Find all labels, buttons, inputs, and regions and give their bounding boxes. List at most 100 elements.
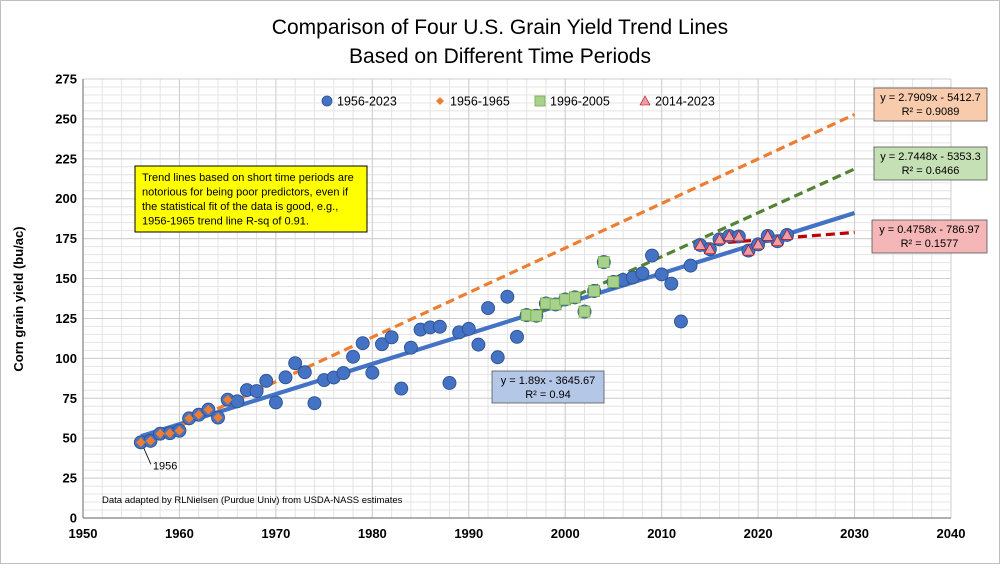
legend-label: 1956-1965 xyxy=(450,95,510,109)
y-tick-label: 275 xyxy=(55,72,77,87)
point-label-leader xyxy=(143,448,152,465)
point-1956-2023-1977 xyxy=(336,366,351,381)
point-1956-2023-1966 xyxy=(230,394,245,409)
x-tick-label: 2010 xyxy=(647,526,676,541)
note-box xyxy=(134,165,368,233)
point-1956-1965-1960 xyxy=(174,425,185,436)
note-line: Trend lines based on short time periods … xyxy=(142,172,354,184)
point-1956-2023-2009 xyxy=(645,248,659,263)
note-line: the statistical fit of the data is good,… xyxy=(142,201,338,213)
equation-text: y = 2.7448x - 5353.3 xyxy=(880,151,981,163)
data-points xyxy=(133,228,794,450)
y-tick-label: 250 xyxy=(55,111,77,126)
y-tick-label: 100 xyxy=(55,351,77,366)
trendline-1996-2005 xyxy=(525,167,856,320)
legend-item-1956-2023: 1956-2023 xyxy=(321,95,397,109)
axes xyxy=(82,79,951,519)
y-tick-label: 0 xyxy=(70,511,77,526)
y-tick-label: 75 xyxy=(63,391,77,406)
y-tick-label: 200 xyxy=(55,191,77,206)
point-1956-2023-1972 xyxy=(288,356,303,371)
note-line: 1956-1965 trend line R-sq of 0.91. xyxy=(142,216,309,228)
point-1956-1965-1965 xyxy=(222,394,233,405)
chart-title-line1: Comparison of Four U.S. Grain Yield Tren… xyxy=(272,16,728,39)
point-1956-2023-2013 xyxy=(683,258,698,273)
point-1956-2023-1993 xyxy=(490,350,505,365)
legend-label: 1956-2023 xyxy=(337,95,397,109)
point-2014-2023-2015 xyxy=(703,243,716,254)
point-2014-2023-2014 xyxy=(694,238,707,250)
point-2014-2023-2020 xyxy=(752,238,765,250)
r-squared-text: R² = 0.9089 xyxy=(902,106,960,118)
point-1956-2023-1970 xyxy=(268,395,283,410)
point-1996-2005-2001 xyxy=(568,291,581,304)
y-tick-label: 50 xyxy=(63,431,77,446)
point-2014-2023-2021 xyxy=(761,229,774,241)
equation-box-2014-2023: y = 0.4758x - 786.97 R² = 0.1577 xyxy=(871,219,988,254)
equation-box-1956-1965: y = 2.7909x - 5412.7 R² = 0.9089 xyxy=(873,87,988,122)
legend-item-1956-1965: 1956-1965 xyxy=(436,95,510,109)
point-1956-2023-1991 xyxy=(471,337,486,352)
point-1956-2023-1980 xyxy=(365,365,380,380)
legend-marker-triangle xyxy=(639,95,651,106)
point-1956-1965-1958 xyxy=(155,428,166,439)
legend-label: 2014-2023 xyxy=(655,95,715,109)
point-1956-2023-2008 xyxy=(635,266,650,281)
point-1956-2023-1995 xyxy=(510,329,524,344)
point-1956-2023-1994 xyxy=(500,289,515,304)
point-1996-2005-2005 xyxy=(607,275,620,288)
equation-text: y = 1.89x - 3645.67 xyxy=(501,375,595,387)
point-1956-2023-1973 xyxy=(297,365,312,380)
x-tick-label: 2020 xyxy=(744,526,773,541)
point-1956-2023-1984 xyxy=(403,340,418,355)
point-1996-2005-2002 xyxy=(578,305,591,318)
annotation-note: Trend lines based on short time periods … xyxy=(134,165,368,233)
point-1956-1965-1963 xyxy=(203,404,214,415)
equation-text: y = 0.4758x - 786.97 xyxy=(879,224,980,236)
equation-box-1956-2023: y = 1.89x - 3645.67 R² = 0.94 xyxy=(491,370,605,404)
point-2014-2023-2023 xyxy=(781,228,794,240)
x-tick-label: 2030 xyxy=(840,526,869,541)
x-tick-label: 2040 xyxy=(937,526,966,541)
point-2014-2023-2018 xyxy=(732,230,745,242)
point-1956-2023-2011 xyxy=(664,276,679,291)
x-tick-label: 1970 xyxy=(261,526,290,541)
point-1956-2023-1981 xyxy=(375,337,389,352)
legend-marker-circle xyxy=(321,95,333,107)
point-1956-1965-1964 xyxy=(213,412,223,423)
point-1956-2023-1979 xyxy=(355,336,370,351)
legend-item-1996-2005: 1996-2005 xyxy=(534,95,610,109)
equation-box-1996-2005: y = 2.7448x - 5353.3 R² = 0.6466 xyxy=(873,146,988,181)
equation-box-bg xyxy=(873,146,988,181)
trendline-equations: y = 1.89x - 3645.67 R² = 0.94 y = 2.7909x … xyxy=(491,87,988,404)
point-1956-2023-1992 xyxy=(481,301,496,316)
point-1996-2005-2003 xyxy=(588,285,601,297)
y-tick-label: 225 xyxy=(55,151,77,166)
r-squared-text: R² = 0.94 xyxy=(525,389,571,401)
chart-title-line2: Based on Different Time Periods xyxy=(349,45,651,68)
point-1956-2023-2010 xyxy=(654,267,669,282)
y-tick-label: 175 xyxy=(55,231,77,246)
legend-item-2014-2023: 2014-2023 xyxy=(639,95,715,109)
point-label-1956: 1956 xyxy=(143,448,177,472)
point-1956-2023-1969 xyxy=(259,373,274,388)
y-tick-label: 150 xyxy=(55,271,77,286)
note-line: notorious for being poor predictors, eve… xyxy=(142,187,349,199)
point-1956-2023-1978 xyxy=(346,349,360,364)
point-label-text: 1956 xyxy=(153,460,177,472)
point-2014-2023-2022 xyxy=(771,235,784,246)
point-1956-2023-1971 xyxy=(278,370,293,385)
point-1956-2023-1974 xyxy=(307,396,322,411)
point-1956-1965-1962 xyxy=(193,409,204,420)
trendline-1956-2023 xyxy=(140,211,856,439)
x-tick-label: 2000 xyxy=(551,526,580,541)
legend: 1956-2023 1956-1965 1996-2005 2014-2023 xyxy=(321,95,715,109)
point-1996-2005-1997 xyxy=(530,309,543,322)
x-tick-label: 1980 xyxy=(358,526,387,541)
point-1956-2023-2012 xyxy=(674,314,688,329)
point-1956-2023-1987 xyxy=(432,319,447,334)
point-2014-2023-2016 xyxy=(713,233,726,245)
y-tick-label: 25 xyxy=(63,471,77,486)
